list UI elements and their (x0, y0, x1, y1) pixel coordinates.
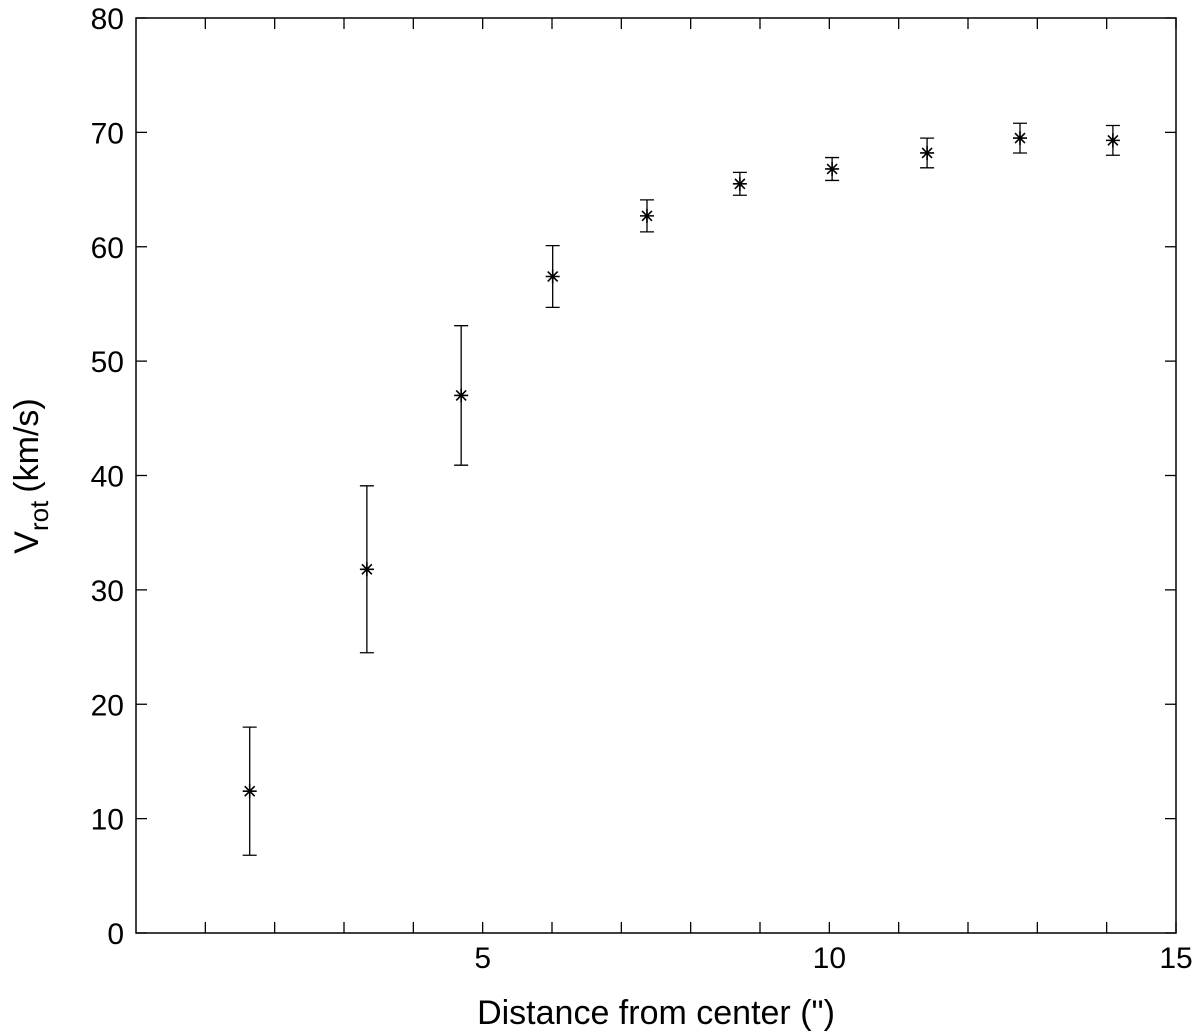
data-point (454, 388, 469, 403)
data-point (920, 145, 935, 160)
y-tick-label: 30 (91, 575, 124, 608)
x-tick-label: 5 (474, 942, 491, 975)
data-point (732, 176, 747, 191)
data-point (545, 269, 560, 284)
x-tick-label: 15 (1159, 942, 1192, 975)
y-tick-label: 60 (91, 232, 124, 265)
y-tick-label: 50 (91, 346, 124, 379)
y-tick-label: 80 (91, 3, 124, 36)
y-tick-label: 10 (91, 804, 124, 837)
data-point (359, 562, 374, 577)
y-axis-label: Vrot (km/s) (8, 398, 54, 553)
y-label-main: V (8, 531, 46, 554)
x-tick-label: 10 (813, 942, 846, 975)
y-tick-label: 40 (91, 461, 124, 494)
data-point (242, 784, 257, 799)
y-label-unit: (km/s) (8, 398, 46, 492)
data-point (1013, 131, 1027, 146)
plot-frame (135, 17, 1177, 934)
data-point (825, 161, 840, 176)
y-tick-label: 70 (91, 117, 124, 150)
y-tick-label: 20 (91, 689, 124, 722)
x-axis-label: Distance from center (") (477, 994, 835, 1032)
y-label-subscript: rot (24, 500, 54, 531)
y-tick-label: 0 (107, 918, 124, 951)
data-point (639, 208, 654, 223)
data-point (1105, 133, 1120, 148)
